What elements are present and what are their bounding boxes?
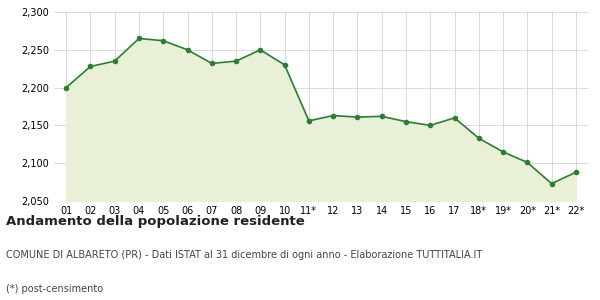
Text: (*) post-censimento: (*) post-censimento xyxy=(6,284,103,293)
Text: COMUNE DI ALBARETO (PR) - Dati ISTAT al 31 dicembre di ogni anno - Elaborazione : COMUNE DI ALBARETO (PR) - Dati ISTAT al … xyxy=(6,250,482,260)
Text: Andamento della popolazione residente: Andamento della popolazione residente xyxy=(6,214,305,227)
